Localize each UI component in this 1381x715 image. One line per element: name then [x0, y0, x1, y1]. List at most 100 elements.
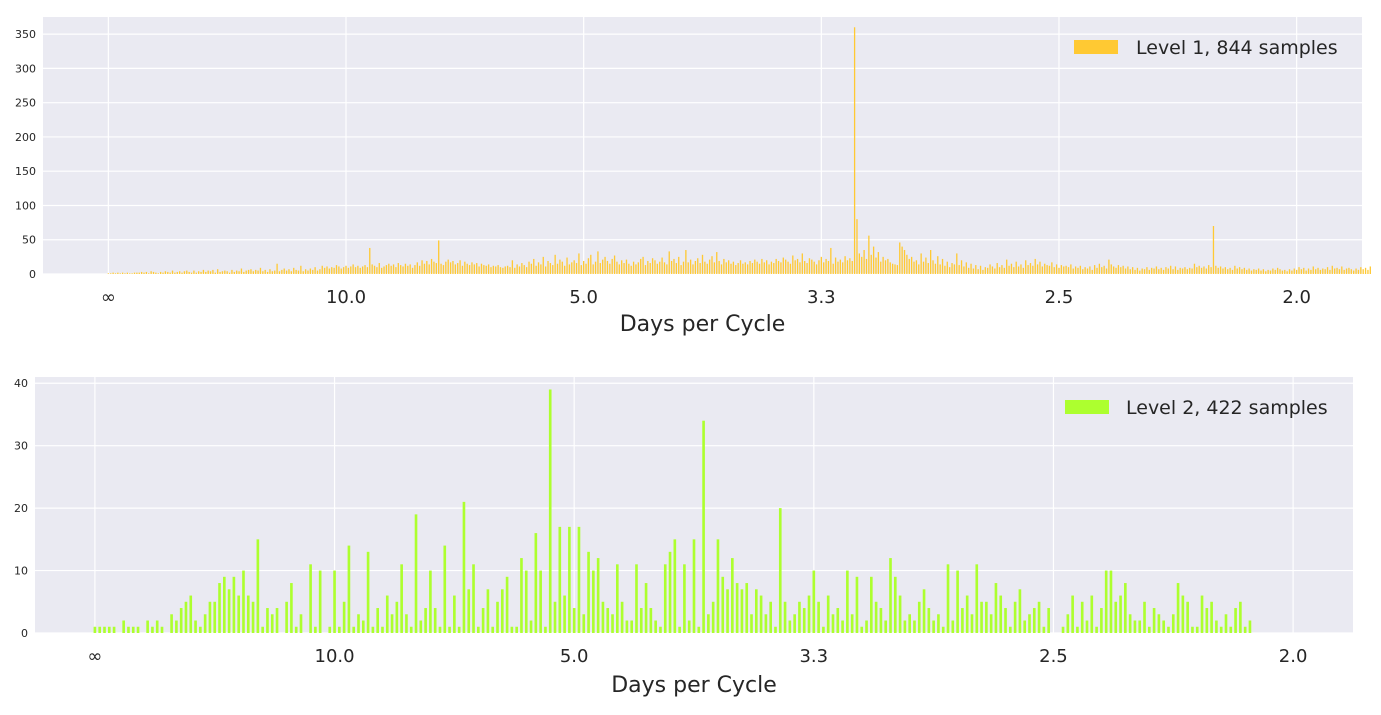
bar: [1003, 267, 1005, 274]
bar: [808, 258, 811, 274]
bar: [663, 564, 667, 633]
bar: [985, 601, 988, 633]
bar: [609, 263, 611, 274]
bar: [680, 265, 682, 274]
bar: [777, 260, 780, 274]
bar: [865, 258, 868, 274]
bar: [994, 583, 998, 633]
bar: [872, 246, 875, 274]
bar: [328, 268, 331, 274]
bar: [1103, 265, 1105, 274]
bar: [1079, 265, 1082, 274]
bar: [937, 614, 940, 633]
bar: [1331, 265, 1333, 274]
bar: [908, 614, 911, 633]
bar: [544, 626, 547, 633]
bar: [675, 263, 678, 274]
bar: [1293, 268, 1295, 274]
bar: [823, 262, 825, 274]
bar: [1167, 626, 1170, 633]
bar: [518, 266, 521, 274]
bar: [727, 260, 730, 274]
bar: [314, 626, 317, 633]
bar: [1265, 271, 1267, 274]
bar: [1109, 570, 1113, 633]
x-tick-label: 2.0: [1282, 287, 1311, 308]
bar: [801, 253, 803, 274]
bar: [825, 258, 827, 274]
bar: [1364, 267, 1367, 274]
bar: [788, 620, 792, 633]
bar: [176, 271, 178, 274]
legend: Level 2, 422 samples: [1065, 397, 1328, 419]
bar: [228, 272, 231, 274]
bar: [1198, 265, 1200, 274]
bar: [524, 570, 528, 633]
bar: [378, 263, 380, 274]
bar: [989, 614, 993, 633]
bar: [832, 263, 834, 274]
bar: [559, 259, 561, 274]
bar: [361, 266, 364, 274]
y-tick-labels: 0 50 100 150 200 250 300 350: [15, 28, 36, 281]
bar: [713, 262, 716, 274]
bar: [896, 265, 899, 274]
bar: [1128, 614, 1132, 633]
bar: [540, 264, 542, 274]
bar: [1133, 620, 1137, 633]
bar: [430, 258, 433, 274]
bar: [499, 267, 502, 274]
bar: [613, 255, 616, 274]
bar: [960, 260, 963, 274]
bar: [887, 258, 889, 274]
bar: [1070, 264, 1072, 274]
bar: [152, 271, 155, 274]
bar: [813, 261, 815, 274]
bar: [678, 256, 680, 274]
bar: [956, 570, 959, 633]
bar: [366, 551, 370, 633]
bar: [785, 259, 787, 274]
bar: [217, 269, 219, 274]
bar: [183, 271, 186, 274]
bar: [826, 595, 830, 633]
bar: [1205, 268, 1207, 274]
bar: [793, 614, 796, 633]
bar: [726, 589, 729, 633]
bar: [918, 264, 920, 274]
bar: [670, 260, 673, 274]
bar: [1001, 265, 1003, 274]
bar: [683, 564, 686, 633]
bar: [1041, 266, 1044, 274]
bar: [468, 265, 471, 274]
bar: [1317, 267, 1319, 274]
bar: [1018, 589, 1022, 633]
bar: [731, 558, 734, 633]
bar: [1219, 626, 1223, 633]
bar: [749, 260, 751, 274]
bar: [984, 267, 986, 274]
x-tick-label: 10.0: [326, 287, 366, 308]
bar: [1108, 259, 1110, 274]
bar: [965, 595, 969, 633]
bar: [304, 269, 307, 274]
bar: [1072, 268, 1074, 274]
bar: [561, 261, 563, 274]
bar: [140, 271, 143, 274]
bar: [946, 564, 950, 633]
bar: [364, 265, 366, 274]
bar: [350, 266, 352, 274]
bar: [1203, 266, 1205, 274]
bar: [1112, 266, 1115, 274]
bar: [472, 564, 475, 633]
bar: [138, 272, 140, 274]
bar: [1360, 267, 1362, 274]
bar: [1020, 264, 1022, 274]
bar: [491, 626, 495, 633]
bar: [1157, 614, 1161, 633]
bar: [319, 269, 321, 274]
bar: [525, 267, 528, 274]
bar: [941, 626, 945, 633]
bar: [1343, 269, 1345, 274]
